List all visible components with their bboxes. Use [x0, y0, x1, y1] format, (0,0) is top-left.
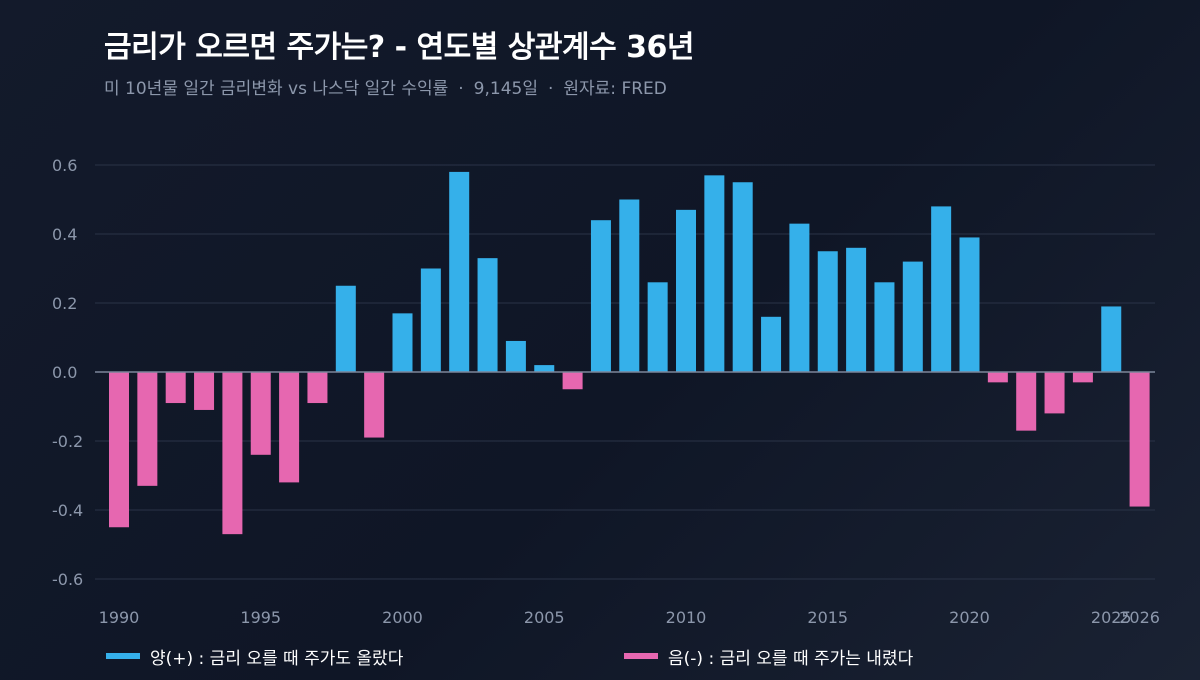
- y-tick-label: -0.4: [52, 501, 83, 520]
- bar-2025: [1101, 306, 1122, 372]
- x-tick-label: 2010: [666, 608, 707, 627]
- bar-1997: [307, 372, 328, 404]
- bar-2016: [846, 247, 867, 372]
- bar-1996: [279, 372, 300, 483]
- y-tick-label: -0.2: [52, 432, 83, 451]
- bar-2003: [477, 258, 498, 372]
- subtitle-separator: ·: [547, 79, 554, 99]
- legend-positive: 양(+) : 금리 오를 때 주가도 올랐다: [106, 644, 404, 669]
- bar-2014: [789, 223, 810, 372]
- legend-positive-label: 양(+) : 금리 오를 때 주가도 올랐다: [150, 648, 404, 669]
- bar-1998: [335, 285, 356, 372]
- bar-1991: [137, 372, 158, 486]
- bar-2017: [874, 282, 895, 372]
- bar-1992: [165, 372, 186, 404]
- axis-layer: 0.6 0.4 0.2 0.0 -0.2 -0.4 -0.6 1990 1995 2000 2005…: [52, 156, 1160, 627]
- bar-layer: [109, 171, 1150, 535]
- x-tick-label: 2025: [1091, 608, 1132, 627]
- x-tick-label: 2020: [949, 608, 990, 627]
- x-tick-label: 2000: [382, 608, 423, 627]
- y-tick-label: -0.6: [52, 570, 83, 589]
- bar-2001: [420, 268, 441, 372]
- x-tick-label: 2005: [524, 608, 565, 627]
- bar-2000: [392, 313, 413, 372]
- x-tick-label: 1990: [99, 608, 140, 627]
- bar-1995: [250, 372, 271, 455]
- bar-2008: [619, 199, 640, 372]
- legend-positive-swatch: [106, 653, 140, 659]
- bar-1994: [222, 372, 243, 535]
- bar-2020: [959, 237, 980, 372]
- y-tick-label: 0.4: [52, 225, 77, 244]
- bar-2023: [1044, 372, 1065, 414]
- legend-negative: 음(-) : 금리 오를 때 주가는 내렸다: [624, 644, 914, 669]
- bar-2007: [590, 220, 611, 372]
- subtitle-description: 미 10년물 일간 금리변화 vs 나스닥 일간 수익률: [104, 79, 449, 99]
- bar-2018: [902, 261, 923, 372]
- bar-2013: [761, 316, 782, 372]
- chart-subtitle: 미 10년물 일간 금리변화 vs 나스닥 일간 수익률 · 9,145일 · 원자료:…: [104, 74, 667, 99]
- subtitle-day-count: 9,145일: [473, 79, 538, 99]
- y-tick-label: 0.0: [52, 363, 77, 382]
- bar-2026: [1129, 372, 1150, 507]
- chart-title: 금리가 오르면 주가는? - 연도별 상관계수 36년: [104, 30, 694, 65]
- bar-2006: [562, 372, 583, 390]
- bar-2005: [534, 365, 555, 372]
- bar-2004: [505, 340, 526, 372]
- bar-2002: [449, 171, 470, 372]
- y-tick-label: 0.6: [52, 156, 77, 175]
- legend-negative-swatch: [624, 653, 658, 659]
- y-tick-label: 0.2: [52, 294, 77, 313]
- subtitle-separator: ·: [458, 79, 464, 99]
- bar-2009: [647, 282, 668, 372]
- bar-2012: [732, 182, 753, 372]
- bar-2024: [1072, 372, 1093, 383]
- bar-1999: [364, 372, 385, 438]
- bar-1993: [194, 372, 215, 410]
- bar-2022: [1016, 372, 1037, 431]
- x-tick-label: 1995: [240, 608, 281, 627]
- bar-2010: [676, 209, 696, 372]
- bar-2021: [987, 372, 1008, 383]
- subtitle-source: 원자료: FRED: [563, 79, 667, 99]
- bar-2019: [931, 206, 952, 372]
- legend-negative-label: 음(-) : 금리 오를 때 주가는 내렸다: [668, 648, 914, 669]
- x-tick-label: 2015: [807, 608, 848, 627]
- bar-2011: [704, 175, 725, 372]
- bar-1990: [109, 372, 129, 528]
- correlation-bar-chart: 0.6 0.4 0.2 0.0 -0.2 -0.4 -0.6 1990 1995 2000 2005…: [52, 156, 1160, 627]
- x-tick-label: 2026: [1119, 608, 1160, 627]
- bar-2015: [817, 251, 838, 372]
